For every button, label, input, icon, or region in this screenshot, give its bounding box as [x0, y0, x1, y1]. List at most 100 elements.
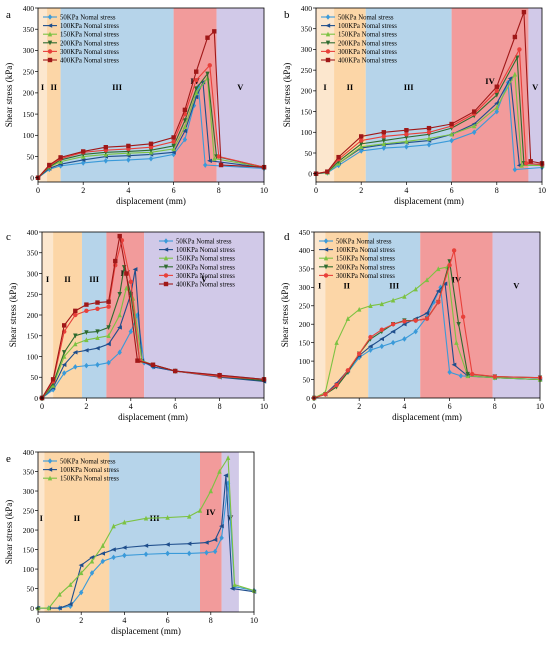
data-point: [143, 551, 149, 558]
data-point: [143, 543, 149, 548]
data-point: [121, 545, 127, 550]
data-point: [512, 34, 518, 40]
x-tick-label: 4: [126, 186, 130, 195]
data-point: [368, 303, 373, 308]
data-point: [113, 258, 118, 264]
data-point: [103, 157, 108, 164]
legend-entry: 150KPa Nomal stress: [338, 32, 397, 39]
legend-marker: [47, 23, 53, 28]
data-point: [106, 325, 111, 331]
data-point: [128, 328, 133, 335]
stage-label: II: [51, 82, 58, 92]
data-point: [426, 130, 432, 135]
y-tick-label: 400: [27, 228, 39, 237]
legend-entry: 150KPa Nomal stress: [60, 476, 119, 483]
legend-marker: [325, 31, 331, 37]
data-point: [117, 349, 122, 356]
x-tick-label: 2: [357, 402, 361, 411]
stage-label: III: [404, 82, 415, 92]
legend-entry: 100KPa Nomal stress: [60, 467, 119, 474]
legend-marker: [323, 273, 329, 278]
data-point: [124, 271, 129, 276]
x-tick-label: 10: [250, 616, 258, 625]
data-point: [472, 129, 477, 136]
stage-zone-III: [368, 232, 421, 398]
data-point: [194, 69, 199, 74]
data-point: [89, 570, 95, 576]
data-point: [143, 515, 149, 521]
data-point: [381, 134, 386, 139]
legend-entry: 50KPa Nomal stress: [60, 15, 116, 22]
y-tick-label: 300: [299, 283, 311, 292]
data-point: [404, 128, 409, 133]
stage-label: I: [41, 82, 45, 92]
stage-zone-V: [492, 232, 540, 398]
data-point: [84, 362, 89, 369]
data-point: [80, 157, 86, 163]
data-point: [182, 128, 188, 134]
y-tick-label: 150: [301, 107, 313, 116]
legend-marker: [47, 49, 53, 54]
data-point: [73, 308, 78, 314]
legend-marker: [47, 31, 53, 37]
x-tick-label: 6: [448, 402, 452, 411]
stage-zone-V: [528, 8, 542, 182]
data-point: [357, 306, 362, 312]
plot-frame: [315, 7, 543, 183]
stage-label: IV: [206, 507, 216, 517]
x-tick-label: 8: [495, 186, 499, 195]
series-line: [38, 475, 255, 609]
data-point: [84, 302, 89, 307]
data-point: [494, 88, 499, 94]
data-point: [208, 488, 213, 494]
data-point: [100, 558, 105, 565]
data-point: [187, 550, 192, 557]
data-point: [62, 350, 67, 355]
stage-label: IV: [452, 274, 462, 284]
data-point: [424, 277, 430, 283]
x-tick-label: 0: [40, 402, 44, 411]
legend-entry: 300KPa Nomal stress: [60, 49, 119, 56]
data-point: [426, 125, 432, 131]
x-tick-label: 2: [79, 616, 83, 625]
chart-panel-a: aIIIIIIIVV024681005010015020025030035040…: [4, 4, 268, 206]
data-point: [182, 118, 188, 124]
stage-zone-IV: [420, 232, 493, 398]
data-point: [95, 329, 100, 335]
data-point: [148, 147, 154, 153]
data-point: [194, 86, 199, 92]
x-axis-label: displacement (mm): [394, 196, 464, 206]
legend-marker: [47, 458, 53, 464]
y-tick-label: 0: [308, 170, 312, 179]
y-tick-label: 250: [301, 66, 313, 75]
data-point: [117, 312, 122, 318]
data-point: [449, 131, 454, 137]
data-point: [89, 558, 95, 564]
legend-entry: 150KPa Nomal stress: [60, 32, 119, 39]
data-point: [207, 63, 212, 68]
y-tick-label: 450: [299, 228, 311, 237]
y-tick-label: 350: [27, 249, 39, 258]
data-point: [58, 155, 63, 160]
data-point: [523, 161, 529, 166]
data-point: [413, 328, 418, 335]
data-point: [402, 319, 407, 324]
data-point: [95, 300, 100, 305]
series-line: [315, 11, 543, 175]
y-tick-label: 0: [306, 394, 310, 403]
data-point: [128, 279, 133, 284]
y-tick-label: 0: [34, 394, 38, 403]
data-point: [426, 141, 432, 148]
panel-letter: d: [284, 231, 290, 243]
data-point: [368, 347, 373, 353]
data-point: [451, 362, 457, 367]
legend-marker: [47, 475, 53, 481]
legend-entry: 50KPa Nomal stress: [176, 239, 232, 246]
data-point: [126, 157, 131, 163]
legend-marker: [325, 49, 331, 54]
data-point: [106, 333, 111, 338]
data-point: [126, 143, 131, 149]
y-tick-label: 0: [30, 174, 34, 183]
